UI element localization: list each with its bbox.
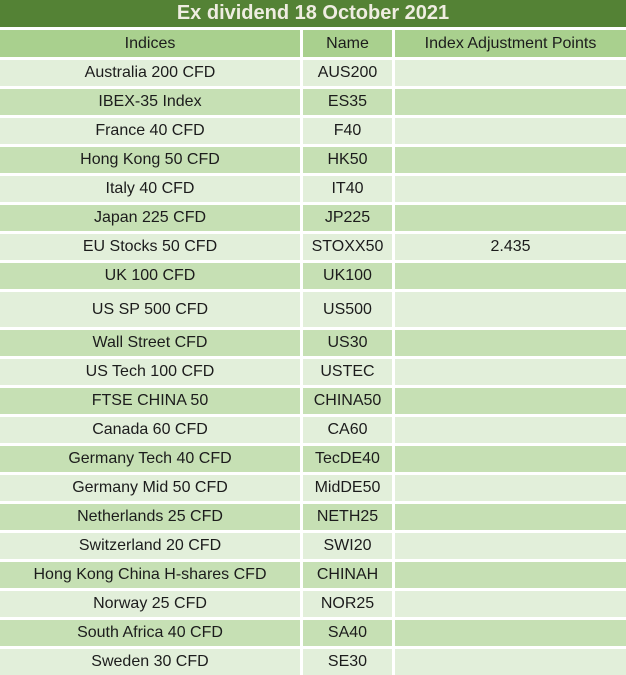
points-cell xyxy=(395,533,626,562)
points-cell xyxy=(395,359,626,388)
points-cell xyxy=(395,147,626,176)
indices-cell: Australia 200 CFD xyxy=(0,60,303,89)
indices-cell: US Tech 100 CFD xyxy=(0,359,303,388)
name-cell: US30 xyxy=(303,330,395,359)
indices-cell: Sweden 30 CFD xyxy=(0,649,303,675)
table-row: Canada 60 CFD CA60 xyxy=(0,417,626,446)
table-row: South Africa 40 CFD SA40 xyxy=(0,620,626,649)
indices-cell: Canada 60 CFD xyxy=(0,417,303,446)
name-cell: AUS200 xyxy=(303,60,395,89)
table-row: UK 100 CFD UK100 xyxy=(0,263,626,292)
points-cell xyxy=(395,504,626,533)
indices-cell: Germany Mid 50 CFD xyxy=(0,475,303,504)
points-cell xyxy=(395,263,626,292)
table-row: Japan 225 CFD JP225 xyxy=(0,205,626,234)
indices-cell: Japan 225 CFD xyxy=(0,205,303,234)
name-cell: JP225 xyxy=(303,205,395,234)
column-header-row: Indices Name Index Adjustment Points xyxy=(0,30,626,60)
name-cell: CHINA50 xyxy=(303,388,395,417)
name-cell: MidDE50 xyxy=(303,475,395,504)
points-cell xyxy=(395,205,626,234)
name-cell: SWI20 xyxy=(303,533,395,562)
table-row: US Tech 100 CFD USTEC xyxy=(0,359,626,388)
name-cell: STOXX50 xyxy=(303,234,395,263)
table-body: Australia 200 CFD AUS200 IBEX-35 Index ES35… xyxy=(0,60,626,675)
points-cell xyxy=(395,417,626,446)
table-row: Germany Tech 40 CFD TecDE40 xyxy=(0,446,626,475)
points-cell xyxy=(395,118,626,147)
indices-cell: Hong Kong 50 CFD xyxy=(0,147,303,176)
indices-cell: Norway 25 CFD xyxy=(0,591,303,620)
indices-cell: Italy 40 CFD xyxy=(0,176,303,205)
indices-cell: France 40 CFD xyxy=(0,118,303,147)
table-row: Netherlands 25 CFD NETH25 xyxy=(0,504,626,533)
indices-cell: Germany Tech 40 CFD xyxy=(0,446,303,475)
indices-cell: South Africa 40 CFD xyxy=(0,620,303,649)
table-row: US SP 500 CFD US500 xyxy=(0,292,626,330)
points-cell xyxy=(395,446,626,475)
name-cell: F40 xyxy=(303,118,395,147)
points-cell xyxy=(395,475,626,504)
column-header-points: Index Adjustment Points xyxy=(395,30,626,60)
points-cell xyxy=(395,176,626,205)
title-row: Ex dividend 18 October 2021 xyxy=(0,0,626,30)
table-row: Sweden 30 CFD SE30 xyxy=(0,649,626,675)
table-row: Germany Mid 50 CFD MidDE50 xyxy=(0,475,626,504)
points-cell xyxy=(395,562,626,591)
indices-cell: US SP 500 CFD xyxy=(0,292,303,330)
table-row: Hong Kong China H-shares CFD CHINAH xyxy=(0,562,626,591)
name-cell: CA60 xyxy=(303,417,395,446)
name-cell: IT40 xyxy=(303,176,395,205)
table-row: FTSE CHINA 50 CHINA50 xyxy=(0,388,626,417)
name-cell: SE30 xyxy=(303,649,395,675)
indices-cell: Netherlands 25 CFD xyxy=(0,504,303,533)
table-row: IBEX-35 Index ES35 xyxy=(0,89,626,118)
name-cell: SA40 xyxy=(303,620,395,649)
points-cell xyxy=(395,60,626,89)
points-cell xyxy=(395,620,626,649)
indices-cell: UK 100 CFD xyxy=(0,263,303,292)
column-header-name: Name xyxy=(303,30,395,60)
name-cell: ES35 xyxy=(303,89,395,118)
column-header-indices: Indices xyxy=(0,30,303,60)
table-row: Wall Street CFD US30 xyxy=(0,330,626,359)
points-cell xyxy=(395,292,626,330)
table-row: Italy 40 CFD IT40 xyxy=(0,176,626,205)
table-title: Ex dividend 18 October 2021 xyxy=(0,0,626,30)
indices-cell: Wall Street CFD xyxy=(0,330,303,359)
points-cell xyxy=(395,591,626,620)
name-cell: US500 xyxy=(303,292,395,330)
table-row: Hong Kong 50 CFD HK50 xyxy=(0,147,626,176)
table-row: France 40 CFD F40 xyxy=(0,118,626,147)
name-cell: NETH25 xyxy=(303,504,395,533)
indices-cell: Switzerland 20 CFD xyxy=(0,533,303,562)
name-cell: CHINAH xyxy=(303,562,395,591)
points-cell xyxy=(395,649,626,675)
name-cell: UK100 xyxy=(303,263,395,292)
indices-cell: FTSE CHINA 50 xyxy=(0,388,303,417)
points-cell xyxy=(395,89,626,118)
points-cell: 2.435 xyxy=(395,234,626,263)
name-cell: HK50 xyxy=(303,147,395,176)
name-cell: TecDE40 xyxy=(303,446,395,475)
table-row: Norway 25 CFD NOR25 xyxy=(0,591,626,620)
name-cell: USTEC xyxy=(303,359,395,388)
points-cell xyxy=(395,388,626,417)
points-cell xyxy=(395,330,626,359)
table-row: EU Stocks 50 CFD STOXX50 2.435 xyxy=(0,234,626,263)
name-cell: NOR25 xyxy=(303,591,395,620)
table-row: Switzerland 20 CFD SWI20 xyxy=(0,533,626,562)
indices-cell: Hong Kong China H-shares CFD xyxy=(0,562,303,591)
indices-cell: IBEX-35 Index xyxy=(0,89,303,118)
table-row: Australia 200 CFD AUS200 xyxy=(0,60,626,89)
indices-cell: EU Stocks 50 CFD xyxy=(0,234,303,263)
